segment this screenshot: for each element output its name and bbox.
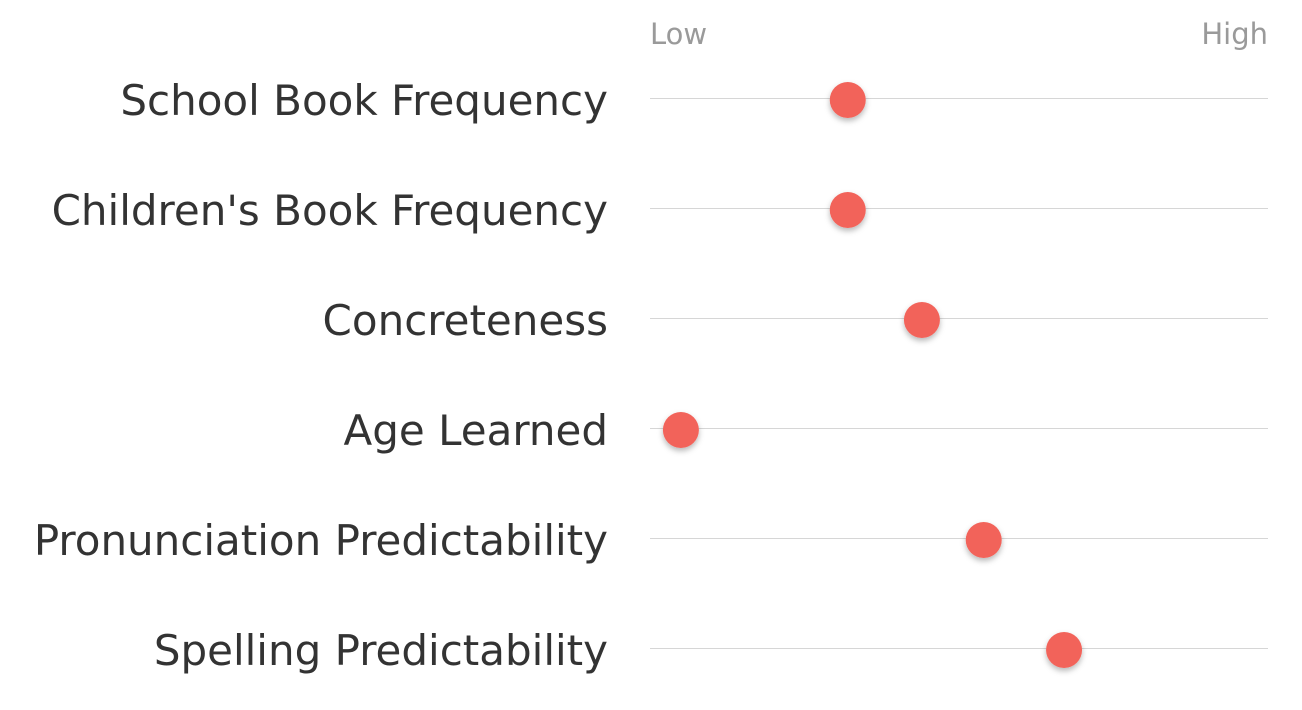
data-point-dot <box>965 522 1002 558</box>
chart-row: Age Learned <box>344 406 1268 455</box>
chart-row: Pronunciation Predictability <box>34 516 1268 565</box>
row-label: Age Learned <box>344 406 608 455</box>
chart-row: Children's Book Frequency <box>52 186 1268 235</box>
scale-high-label: High <box>1201 17 1268 51</box>
scale-low-label: Low <box>650 17 707 51</box>
data-point-dot <box>829 192 866 228</box>
data-point-dot <box>662 412 699 448</box>
row-label: Children's Book Frequency <box>52 186 608 235</box>
data-point-dot <box>829 82 866 118</box>
row-label: Spelling Predictability <box>154 626 608 675</box>
data-point-dot <box>1046 632 1083 668</box>
data-point-dot <box>903 302 940 338</box>
chart-row: Spelling Predictability <box>154 626 1268 675</box>
chart-row: School Book Frequency <box>120 76 1268 125</box>
chart-row: Concreteness <box>323 296 1268 345</box>
row-label: Pronunciation Predictability <box>34 516 608 565</box>
row-label: Concreteness <box>323 296 608 345</box>
chart-rows: School Book Frequency Children's Book Fre… <box>34 76 1268 675</box>
row-label: School Book Frequency <box>120 76 608 125</box>
